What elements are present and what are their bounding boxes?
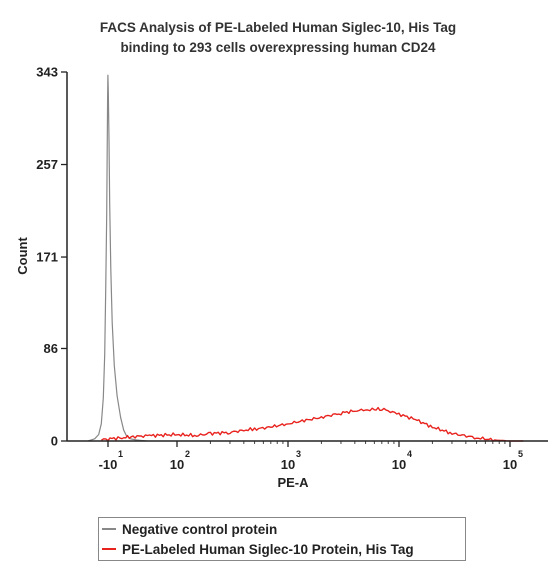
x-axis-title: PE-A [277, 475, 309, 490]
chart-title-line-2: binding to 293 cells overexpressing huma… [120, 40, 436, 55]
series-line-negative-control [87, 74, 147, 442]
series-line-siglec10 [100, 406, 524, 442]
y-tick-label: 343 [36, 65, 58, 80]
y-tick-label: 171 [36, 250, 58, 265]
y-axis-title: Count [15, 237, 30, 275]
x-tick-exponent: 5 [518, 449, 523, 459]
x-tick-label: -10 [99, 457, 118, 472]
legend-swatch-siglec10 [102, 548, 116, 550]
y-tick-label: 0 [51, 434, 58, 449]
x-tick-exponent: 1 [118, 449, 123, 459]
x-tick-exponent: 3 [296, 449, 301, 459]
chart-title-line-1: FACS Analysis of PE-Labeled Human Siglec… [99, 20, 457, 35]
legend-label-negative-control: Negative control protein [122, 521, 278, 537]
x-tick-label: 10 [392, 457, 406, 472]
legend: Negative control protein PE-Labeled Huma… [98, 517, 466, 561]
chart-title: FACS Analysis of PE-Labeled Human Siglec… [0, 18, 556, 58]
legend-swatch-negative-control [102, 528, 116, 530]
x-tick-label: 10 [503, 457, 517, 472]
x-tick-label: 10 [281, 457, 295, 472]
x-tick-exponent: 2 [185, 449, 190, 459]
legend-item-siglec10: PE-Labeled Human Siglec-10 Protein, His … [99, 539, 414, 559]
x-tick-exponent: 4 [407, 449, 412, 459]
legend-item-negative-control: Negative control protein [99, 519, 277, 539]
legend-label-siglec10: PE-Labeled Human Siglec-10 Protein, His … [122, 541, 414, 557]
x-tick-label: 10 [170, 457, 184, 472]
y-tick-label: 86 [44, 341, 58, 356]
y-tick-label: 257 [36, 157, 58, 172]
